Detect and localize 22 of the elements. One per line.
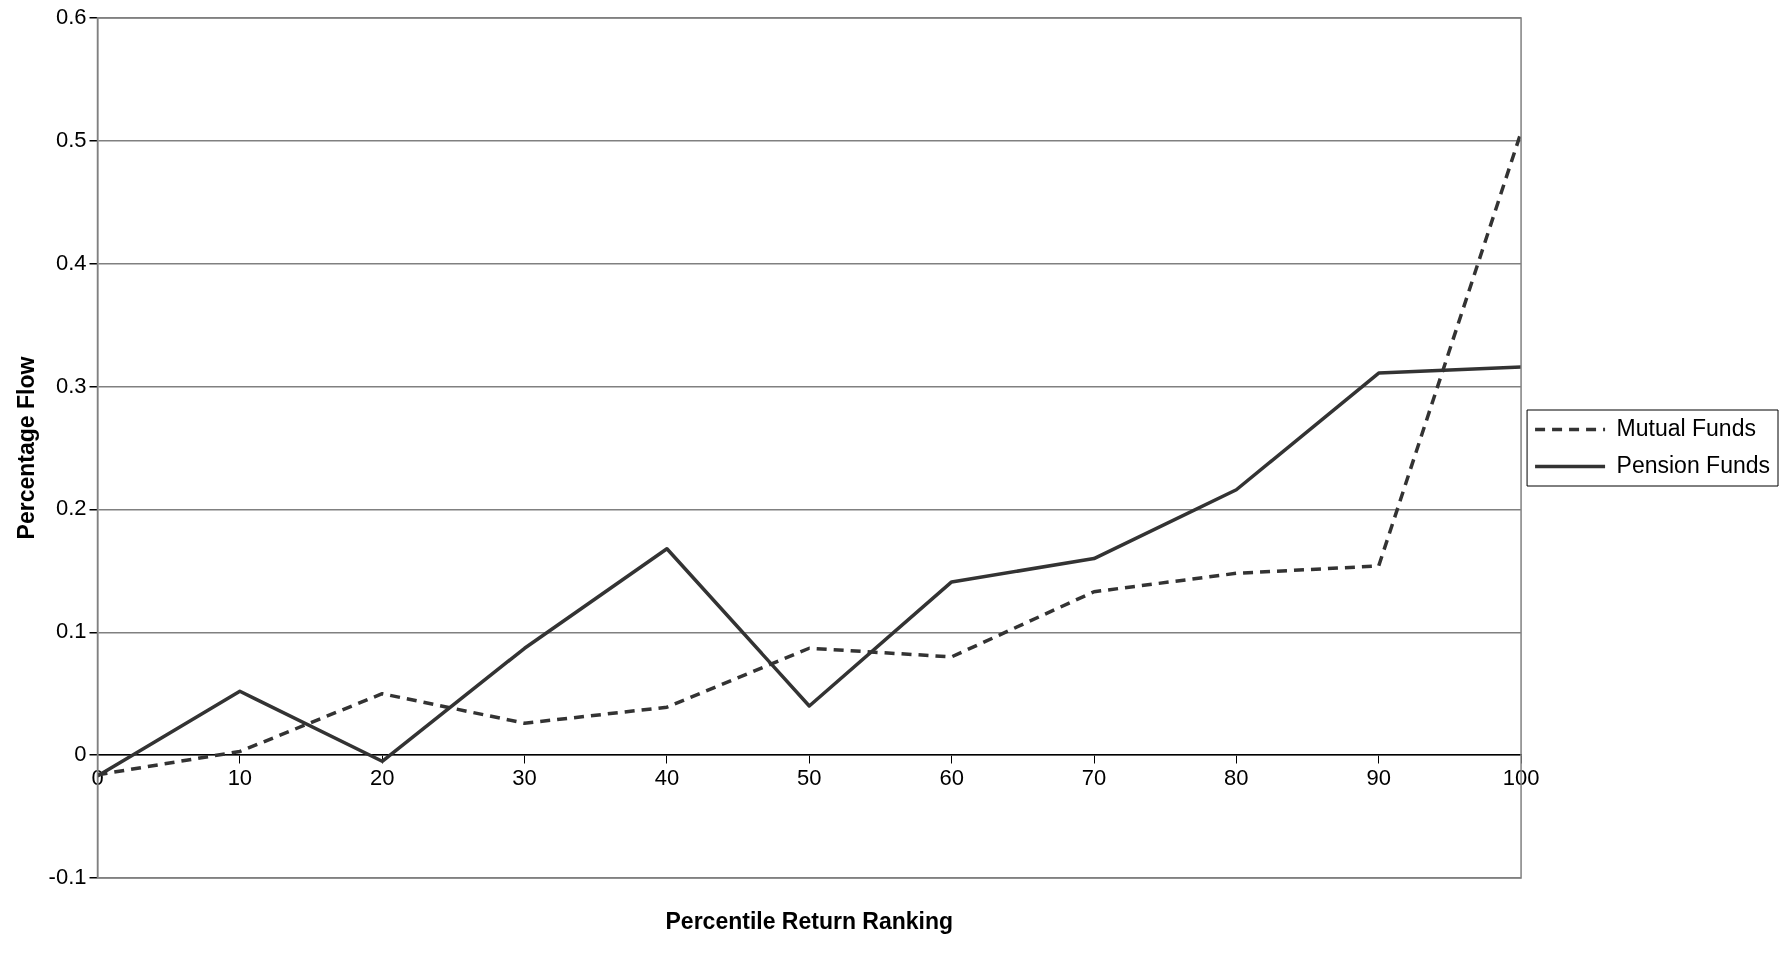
y-tick-label: 0.2	[55, 495, 87, 521]
y-tick-label: 0.3	[55, 372, 87, 398]
y-axis-title: Percentage Flow	[13, 356, 40, 540]
x-tick-label: 70	[1081, 765, 1107, 791]
x-tick-label: 30	[512, 765, 537, 791]
x-tick-label: 50	[797, 765, 822, 791]
x-tick-label: 20	[369, 765, 395, 791]
legend-label: Mutual Funds	[1616, 414, 1756, 441]
x-tick-label: 90	[1366, 765, 1391, 791]
x-tick-label: 60	[939, 765, 964, 791]
y-tick-label: 0.6	[55, 4, 87, 30]
x-tick-label: 40	[654, 765, 680, 791]
y-tick-label: 0.5	[55, 126, 87, 152]
y-tick-label: 0.1	[55, 618, 87, 644]
y-tick-label: 0.4	[55, 249, 87, 275]
y-tick-label: -0.1	[48, 864, 87, 890]
x-tick-label: 80	[1224, 765, 1249, 791]
x-tick-label: 100	[1502, 765, 1540, 791]
x-axis-title: Percentile Return Ranking	[665, 908, 954, 935]
x-tick-label: 10	[227, 765, 253, 791]
legend-label: Pension Funds	[1616, 451, 1771, 478]
y-tick-label: 0	[74, 741, 87, 767]
